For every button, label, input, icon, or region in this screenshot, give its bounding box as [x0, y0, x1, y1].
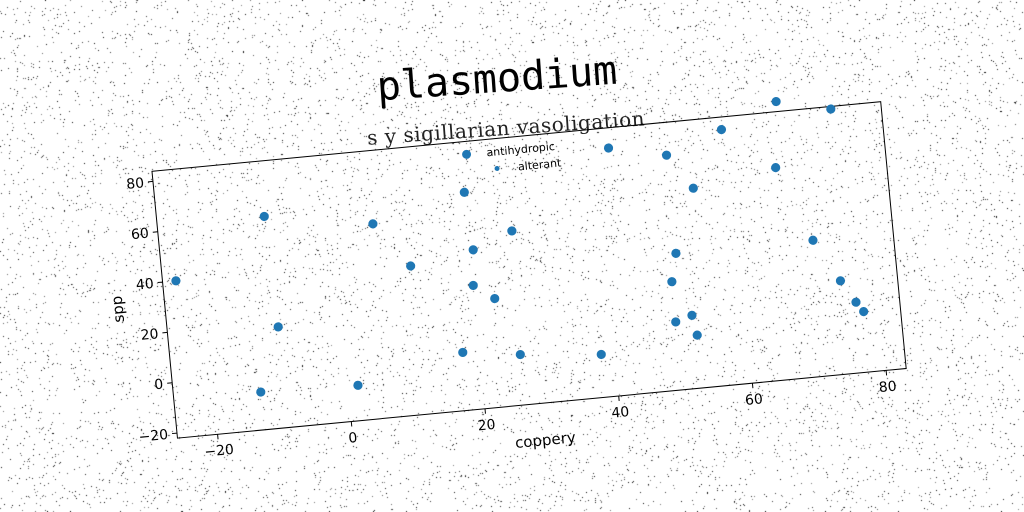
y-tick-label: 40 [135, 276, 154, 294]
x-tick-label: 40 [611, 404, 630, 422]
data-point [273, 322, 283, 332]
data-point [688, 183, 698, 193]
data-point [458, 347, 468, 358]
data-point [353, 380, 363, 390]
data-point [406, 261, 416, 271]
plot-area: −20 0 20 40 60 80 −20 0 20 40 60 80 antihydropic a… [108, 96, 907, 461]
chart-title: plasmodium [375, 48, 618, 111]
data-point [859, 307, 869, 317]
data-point [671, 317, 681, 327]
legend-marker-alterant [494, 166, 500, 172]
y-tick-label: −20 [138, 427, 169, 446]
data-point [771, 163, 781, 173]
data-points [171, 96, 869, 397]
y-axis: −20 0 20 40 60 80 [126, 175, 178, 446]
data-point [596, 349, 606, 360]
data-point [808, 235, 818, 245]
y-tick-label: 0 [154, 377, 164, 394]
x-axis-label: coppery [514, 428, 576, 452]
x-tick-label: 20 [477, 417, 496, 435]
y-tick-label: 80 [126, 175, 145, 193]
data-point [515, 349, 525, 360]
data-point [667, 277, 677, 287]
y-tick-label: 60 [130, 226, 149, 244]
x-axis: −20 0 20 40 60 80 [204, 370, 897, 461]
data-point [687, 310, 697, 320]
legend-marker-antihydropic [462, 149, 472, 159]
data-point [468, 245, 478, 255]
data-point [368, 219, 378, 229]
legend-label-alterant: alterant [517, 156, 562, 173]
plot-frame [151, 101, 907, 439]
data-point [771, 96, 781, 107]
x-tick-label: 80 [878, 379, 897, 397]
data-point [826, 104, 836, 114]
y-axis-label: spp [108, 295, 128, 323]
data-point [851, 297, 861, 307]
data-point [692, 330, 702, 340]
x-tick-label: 0 [348, 430, 358, 447]
data-point [259, 211, 269, 222]
y-tick-label: 20 [140, 326, 159, 344]
data-point [716, 125, 727, 135]
legend-label-antihydropic: antihydropic [486, 140, 556, 159]
legend: antihydropic alterant [462, 140, 563, 173]
data-point [256, 387, 266, 397]
data-point [459, 187, 469, 197]
data-point [171, 276, 181, 286]
data-point [835, 276, 846, 286]
data-point [507, 226, 517, 236]
x-tick-label: −20 [204, 442, 235, 461]
data-point [490, 294, 500, 304]
data-point [671, 248, 681, 258]
data-point [603, 143, 614, 153]
data-point [661, 150, 672, 160]
data-point [468, 280, 478, 291]
x-tick-label: 60 [744, 391, 763, 409]
